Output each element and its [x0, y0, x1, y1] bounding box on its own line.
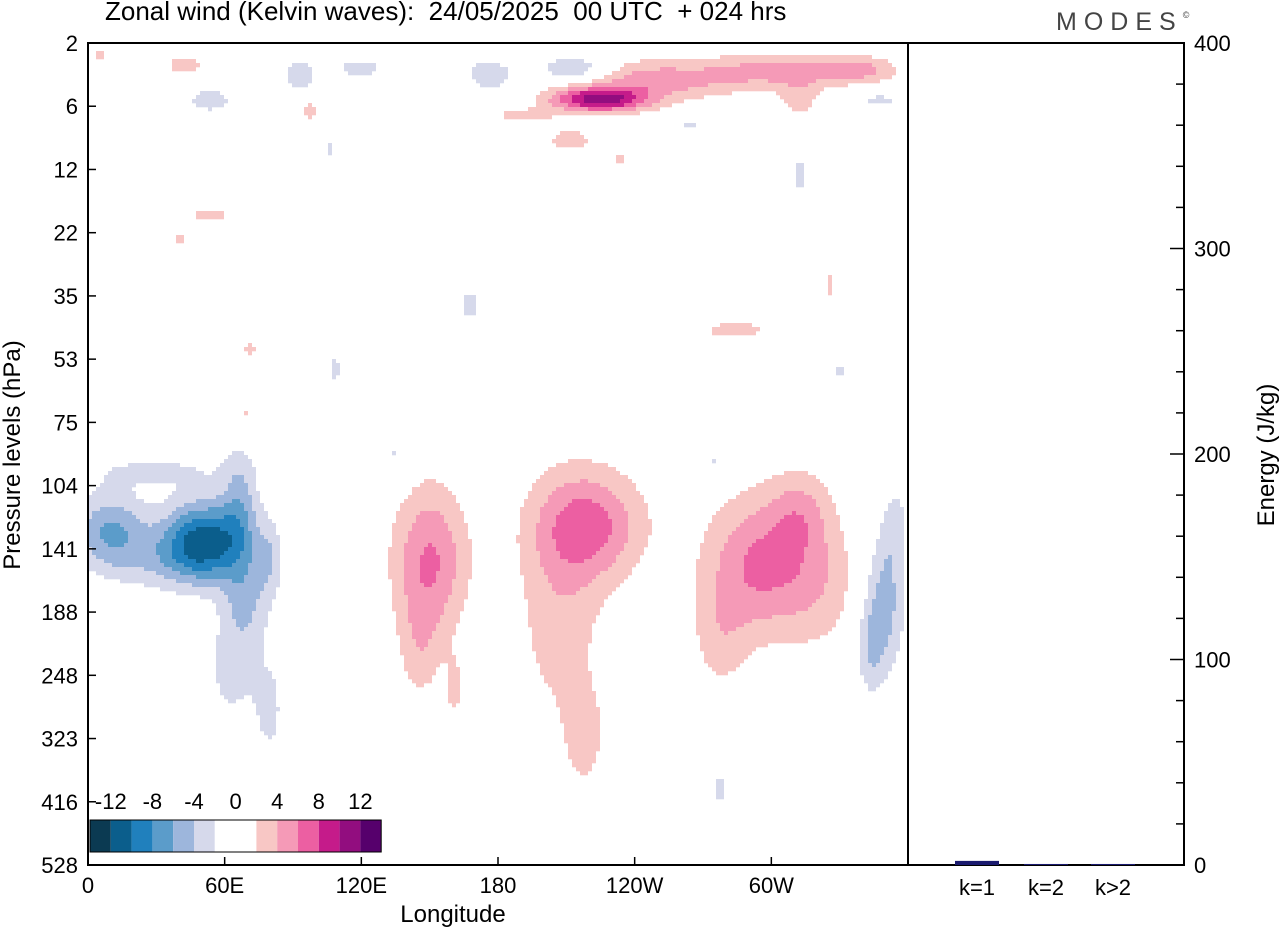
- colorbar-label: 8: [313, 789, 325, 814]
- x-tick-label: 0: [82, 873, 94, 898]
- y-tick-label: 35: [54, 284, 78, 309]
- colorbar-swatch: [277, 820, 298, 852]
- energy-tick-label: 200: [1194, 442, 1231, 467]
- colorbar-swatch: [235, 820, 257, 852]
- logo-text: MODES: [1056, 8, 1183, 36]
- energy-bars: [955, 860, 1135, 865]
- y-tick-label: 53: [54, 347, 78, 372]
- colorbar-label: -8: [143, 789, 163, 814]
- colorbar-label: 4: [271, 789, 283, 814]
- x-tick-label: 120E: [336, 873, 387, 898]
- energy-category-label: k=2: [1028, 875, 1064, 900]
- colorbar-label: -12: [95, 789, 127, 814]
- colorbar-swatch: [90, 820, 111, 852]
- x-tick-label: 60E: [205, 873, 244, 898]
- colorbar-swatch: [339, 820, 361, 852]
- y-tick-label: 75: [54, 410, 78, 435]
- y-tick-label: 12: [54, 157, 78, 182]
- y-tick-label: 2: [66, 31, 78, 56]
- y-tick-label: 323: [41, 727, 78, 752]
- y-axis-label: Pressure levels (hPa): [0, 340, 26, 569]
- x-axis-label: Longitude: [400, 901, 505, 928]
- modes-logo: MODES©: [1056, 8, 1190, 36]
- colorbar-swatch: [152, 820, 174, 852]
- heatmap-frame: [87, 42, 909, 866]
- energy-bar: [955, 860, 999, 865]
- energy-category-label: k=1: [959, 875, 995, 900]
- colorbar-swatch: [194, 820, 215, 852]
- colorbar-frame: [89, 819, 382, 853]
- energy-bar: [1024, 863, 1068, 865]
- colorbar: -12 -8 -4 0 4 8 12: [89, 788, 389, 864]
- y-tick-label: 248: [41, 663, 78, 688]
- energy-axes: k=1 k=2 k>2 0 100 200 300 400 Energy (J/kg): [959, 31, 1280, 900]
- x-tick-label: 120W: [606, 873, 664, 898]
- chart-title: Zonal wind (Kelvin waves): 24/05/2025 00…: [105, 0, 787, 26]
- energy-tick-label: 300: [1194, 237, 1231, 262]
- energy-category-label: k>2: [1095, 875, 1131, 900]
- y-tick-label: 416: [41, 790, 78, 815]
- colorbar-swatch: [173, 820, 194, 852]
- y-tick-label: 528: [41, 853, 78, 878]
- wind-field: [88, 51, 904, 800]
- y-tick-label: 141: [41, 537, 78, 562]
- energy-axis-label: Energy (J/kg): [1253, 384, 1280, 527]
- colorbar-label: 0: [229, 789, 241, 814]
- energy-tick-label: 0: [1194, 853, 1206, 878]
- colorbar-label: 12: [348, 789, 372, 814]
- energy-tick-label: 100: [1194, 648, 1231, 673]
- colorbar-swatch: [110, 820, 132, 852]
- x-tick-label: 60W: [749, 873, 794, 898]
- colorbar-swatch: [214, 820, 236, 852]
- colorbar-swatch: [131, 820, 153, 852]
- energy-bar: [1091, 863, 1135, 865]
- colorbar-swatch: [318, 820, 340, 852]
- colorbar-swatch: [360, 820, 382, 852]
- y-tick-label: 104: [41, 474, 78, 499]
- x-tick-label: 180: [480, 873, 517, 898]
- y-tick-label: 22: [54, 221, 78, 246]
- colorbar-swatch: [256, 820, 278, 852]
- y-tick-label: 188: [41, 600, 78, 625]
- y-tick-label: 6: [66, 94, 78, 119]
- colorbar-swatch: [298, 820, 319, 852]
- energy-tick-label: 400: [1194, 31, 1231, 56]
- colorbar-label: -4: [184, 789, 204, 814]
- energy-frame: [907, 42, 1185, 866]
